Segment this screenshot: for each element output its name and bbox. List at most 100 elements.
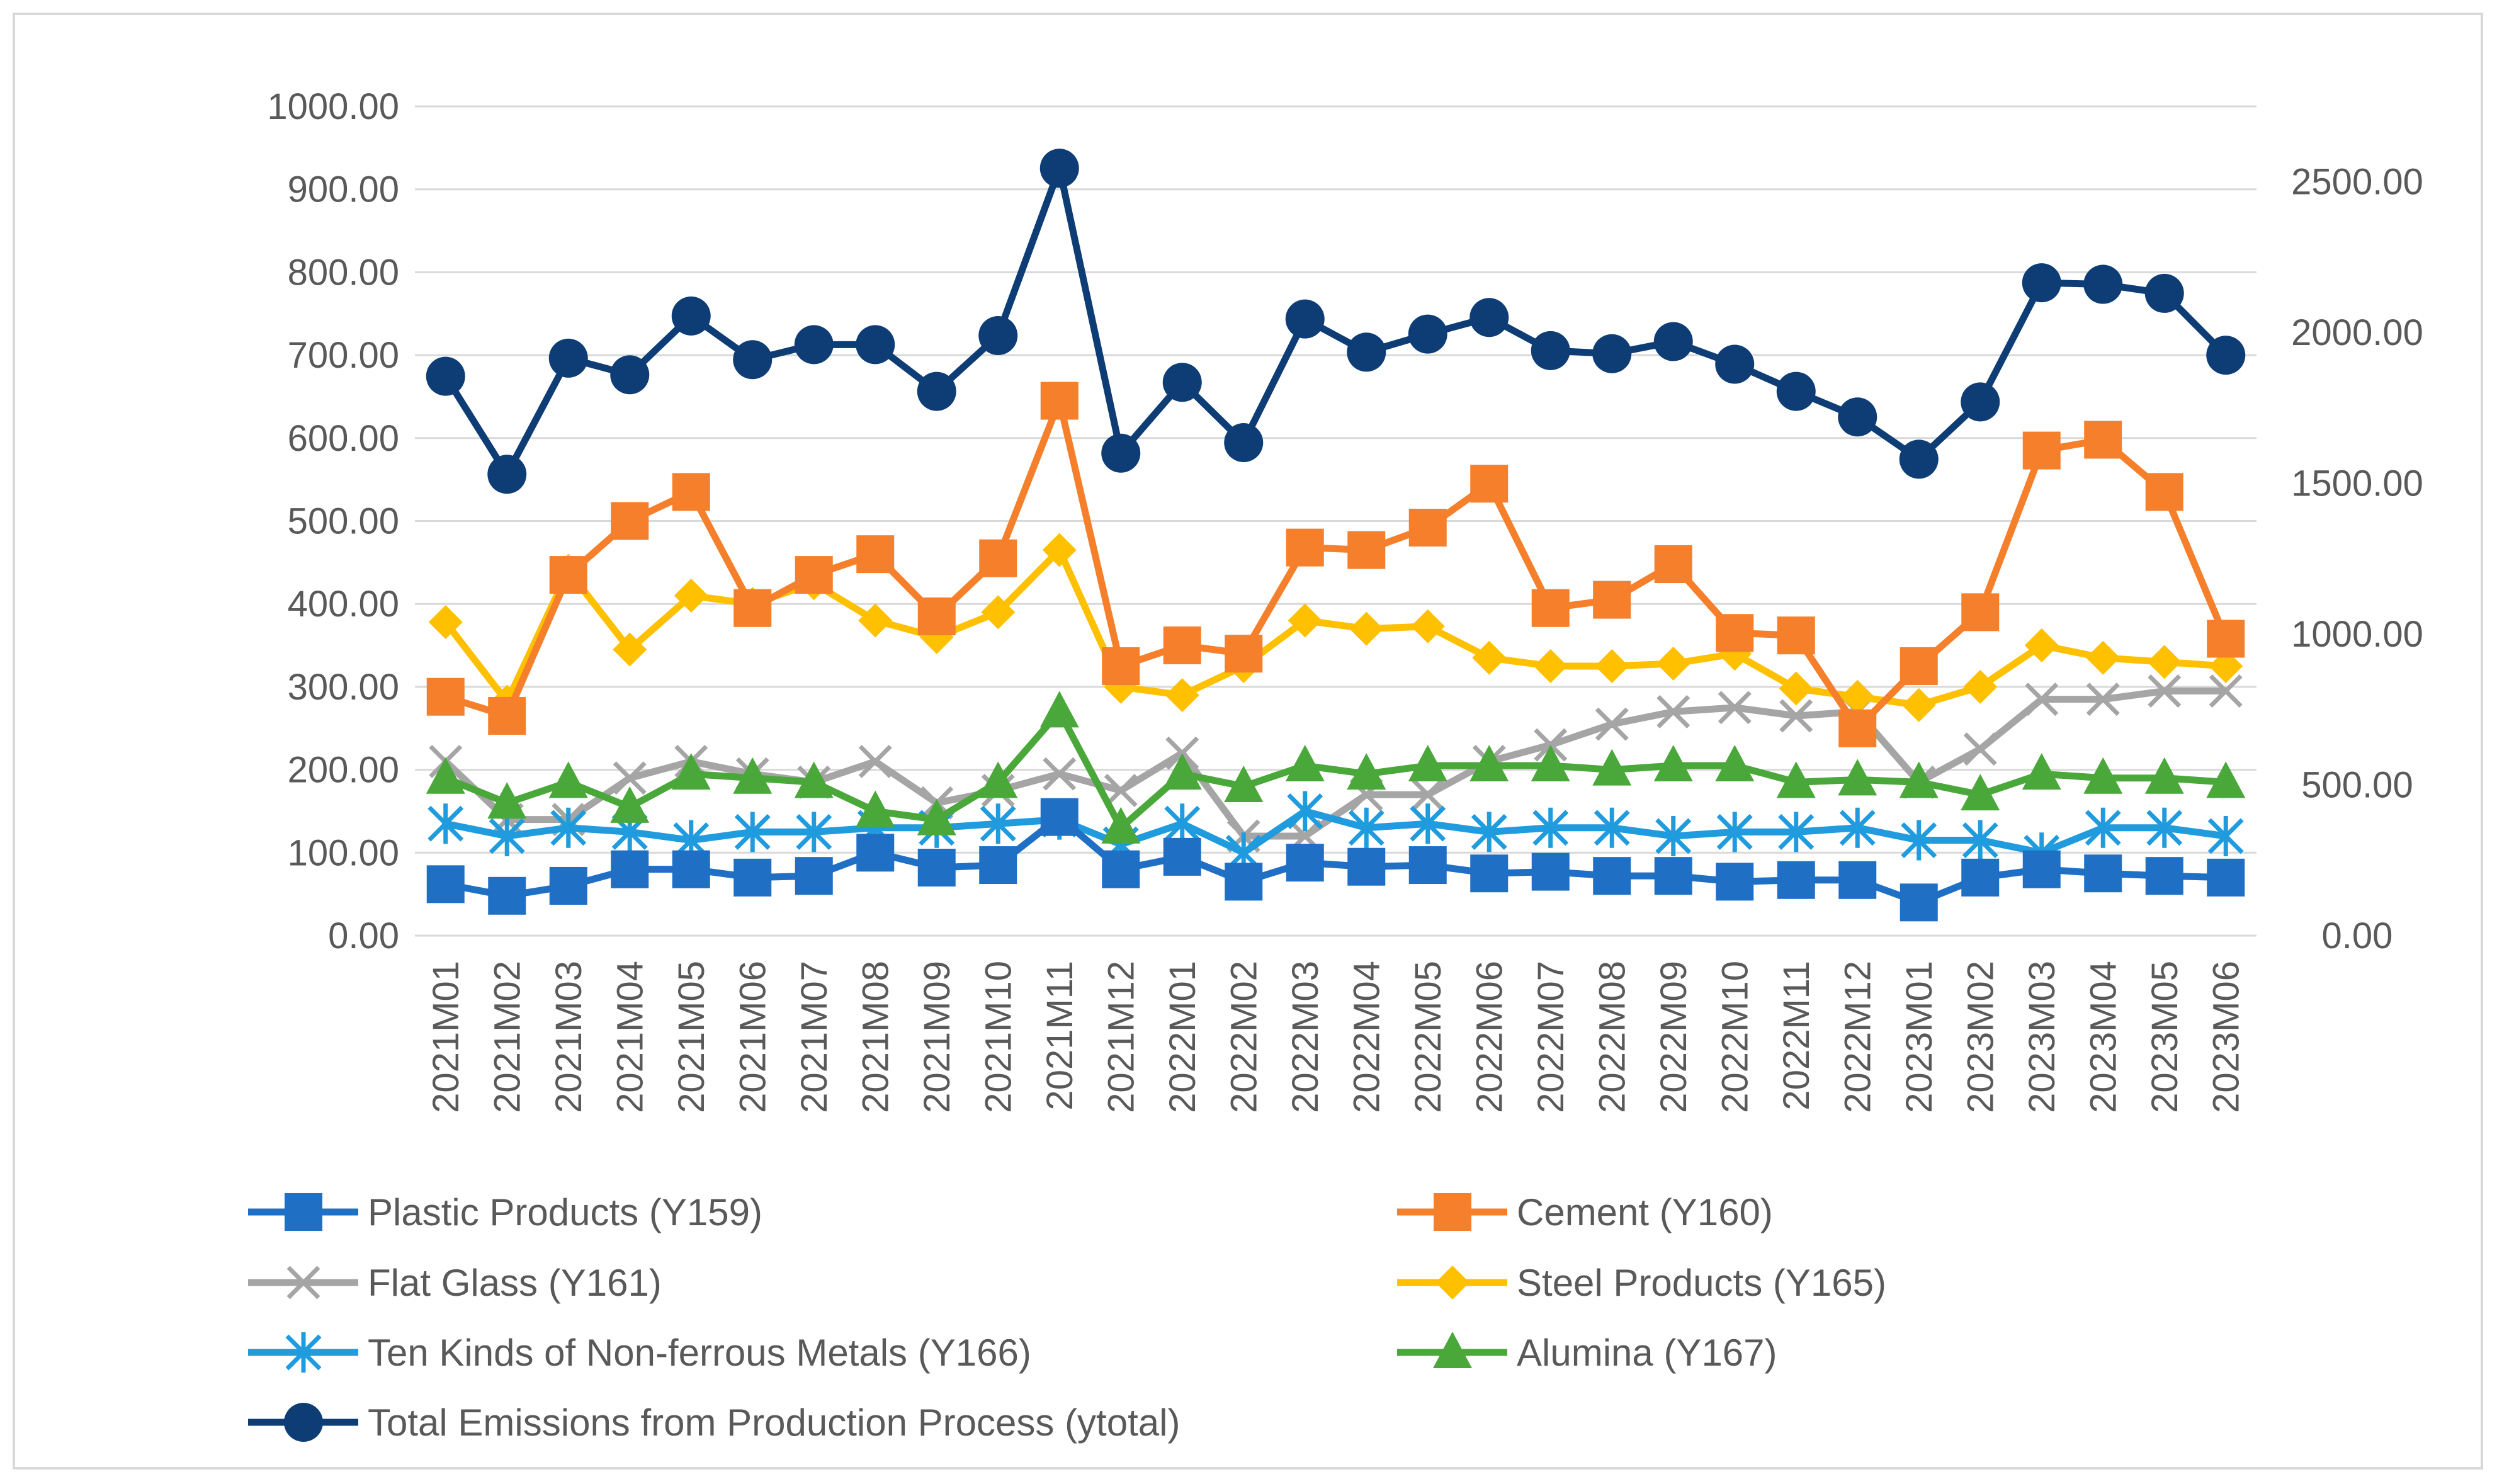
- data-point: [1533, 649, 1568, 683]
- data-point: [1776, 761, 1816, 798]
- data-point: [795, 857, 833, 895]
- data-point: [1286, 528, 1324, 567]
- data-point: [1347, 531, 1386, 569]
- data-point: [2022, 753, 2061, 790]
- x-tick-label: 2023M03: [2022, 961, 2063, 1113]
- data-point: [1593, 857, 1631, 895]
- legend-label: Plastic Products (Y159): [368, 1191, 762, 1233]
- data-point: [1716, 863, 1754, 901]
- data-point: [1839, 807, 1876, 848]
- legend-item: Total Emissions from Production Process …: [248, 1402, 1180, 1444]
- data-point: [1592, 749, 1632, 786]
- left-tick-label: 700.00: [288, 335, 399, 376]
- data-point: [1410, 609, 1445, 643]
- series-line: [442, 397, 2229, 732]
- data-point: [2147, 645, 2182, 679]
- data-point: [488, 696, 526, 735]
- series-5: [426, 691, 2246, 844]
- right-axis-ticks: 0.00 500.00 1000.00 1500.00 2000.00 2500.00: [2291, 162, 2423, 956]
- legend-item: Alumina (Y167): [1397, 1332, 1777, 1374]
- data-point: [2085, 807, 2121, 848]
- data-point: [856, 535, 895, 574]
- data-point: [1225, 635, 1263, 673]
- data-point: [1411, 778, 1445, 812]
- legend-label: Total Emissions from Production Process …: [368, 1402, 1180, 1444]
- data-point: [917, 849, 956, 887]
- data-point: [1347, 753, 1386, 790]
- data-point: [1224, 422, 1264, 462]
- data-point: [487, 455, 527, 494]
- x-tick-label: 2022M06: [1469, 961, 1510, 1113]
- data-point: [1654, 545, 1692, 583]
- series-0: [426, 798, 2245, 922]
- data-point: [2083, 264, 2123, 304]
- series-line: [442, 687, 2229, 840]
- legend-label: Ten Kinds of Non-ferrous Metals (Y166): [368, 1332, 1031, 1374]
- data-point: [1043, 757, 1077, 791]
- data-point: [1469, 745, 1509, 782]
- data-point: [1287, 791, 1323, 832]
- data-point: [1779, 671, 1813, 706]
- line-chart: 0.00 100.00 200.00 300.00 400.00 500.00 600.00…: [248, 86, 2423, 1444]
- left-tick-label: 300.00: [288, 667, 399, 708]
- data-point: [2144, 273, 2184, 313]
- x-tick-label: 2021M10: [978, 961, 1019, 1113]
- x-tick-label: 2022M12: [1837, 961, 1878, 1113]
- data-point: [2206, 761, 2246, 798]
- data-point: [1961, 382, 2000, 422]
- data-point: [1042, 533, 1077, 567]
- data-point: [979, 846, 1017, 885]
- data-point: [1776, 371, 1816, 411]
- data-point: [1961, 858, 2000, 897]
- data-point: [1838, 709, 1877, 747]
- legend-marker: [1435, 1266, 1469, 1300]
- data-point: [674, 579, 708, 613]
- data-point: [1900, 883, 1938, 922]
- data-point: [671, 753, 711, 790]
- data-point: [2145, 857, 2183, 895]
- data-point: [1963, 669, 1998, 704]
- data-point: [1901, 688, 1936, 722]
- data-point: [856, 790, 895, 827]
- data-point: [856, 325, 895, 365]
- data-point: [1040, 798, 1079, 836]
- data-point: [2144, 757, 2184, 794]
- data-point: [1593, 581, 1631, 619]
- data-point: [1102, 647, 1140, 685]
- data-point: [426, 865, 465, 903]
- legend-item: Plastic Products (Y159): [248, 1191, 762, 1233]
- data-point: [2084, 421, 2122, 459]
- data-point: [795, 556, 833, 594]
- data-point: [796, 812, 832, 852]
- legend-item: Ten Kinds of Non-ferrous Metals (Y166): [248, 1332, 1031, 1374]
- data-point: [1347, 332, 1386, 372]
- legend-marker: [1433, 1332, 1472, 1368]
- series-line: [442, 164, 2229, 478]
- data-point: [1101, 433, 1141, 473]
- x-tick-label: 2021M12: [1101, 961, 1141, 1113]
- data-point: [1470, 854, 1509, 893]
- data-point: [1470, 465, 1509, 503]
- data-point: [1288, 603, 1322, 638]
- series-lines: [426, 149, 2246, 922]
- x-tick-label: 2023M04: [2083, 961, 2124, 1113]
- x-tick-label: 2022M10: [1714, 961, 1755, 1113]
- data-point: [610, 355, 650, 395]
- data-point: [1531, 589, 1570, 627]
- data-point: [2022, 431, 2061, 470]
- data-point: [487, 782, 527, 819]
- x-tick-label: 2021M04: [609, 961, 650, 1113]
- data-point: [672, 473, 710, 511]
- data-point: [2024, 628, 2059, 663]
- data-point: [426, 677, 465, 716]
- x-axis-ticks: 2021M01 2021M02 2021M03 2021M04 2021M05 2021M…: [426, 961, 2247, 1113]
- data-point: [1715, 745, 1755, 782]
- data-point: [426, 757, 465, 794]
- legend-label: Flat Glass (Y161): [368, 1262, 662, 1304]
- data-point: [428, 605, 463, 640]
- data-point: [1715, 344, 1755, 384]
- data-point: [611, 850, 649, 888]
- data-point: [1531, 331, 1570, 370]
- left-tick-label: 400.00: [288, 584, 399, 625]
- legend-marker: [285, 1332, 322, 1373]
